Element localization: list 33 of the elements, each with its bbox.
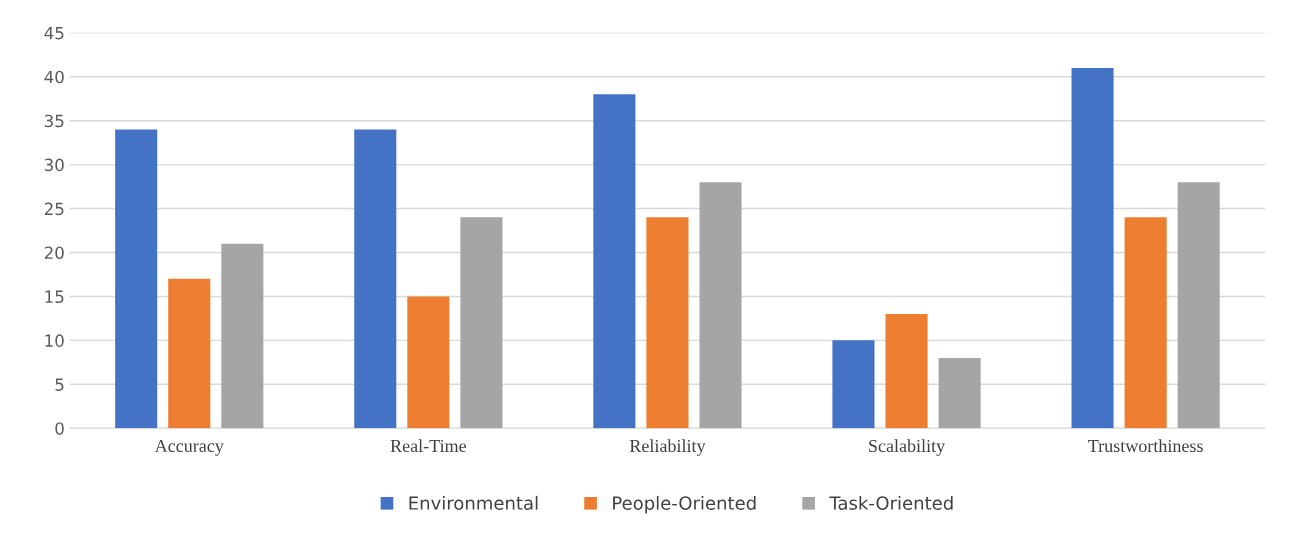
bar	[1124, 217, 1167, 429]
bar	[832, 340, 875, 429]
bar	[593, 94, 636, 429]
y-tick-label: 35	[44, 114, 64, 128]
bar	[699, 182, 742, 429]
bar	[407, 296, 450, 429]
y-tick-label: 45	[44, 27, 64, 40]
bar	[221, 243, 264, 429]
legend-label: Task-Oriented	[829, 495, 953, 510]
x-tick-label: Accuracy	[154, 439, 224, 456]
y-tick-label: 25	[44, 202, 64, 216]
y-tick-label: 30	[44, 158, 64, 172]
x-tick-label: Scalability	[869, 439, 946, 456]
y-tick-label: 10	[45, 334, 64, 347]
bar	[354, 129, 397, 429]
bar	[938, 357, 981, 429]
bar	[646, 217, 689, 429]
y-tick-label: 0	[55, 422, 64, 435]
y-tick-label: 20	[44, 246, 64, 260]
x-tick-label: Trustworthiness	[1088, 439, 1203, 453]
legend-label: People-Oriented	[613, 495, 756, 514]
y-tick-label: 5	[55, 378, 64, 391]
bar	[115, 129, 158, 429]
y-tick-label: 40	[44, 70, 64, 84]
bar	[1177, 182, 1220, 429]
legend-label: Environmental	[409, 495, 538, 510]
bar	[460, 217, 503, 429]
y-tick-label: 15	[45, 290, 64, 304]
x-tick-label: Reliability	[629, 439, 706, 456]
x-tick-label: Real-Time	[390, 439, 467, 453]
bar	[885, 314, 928, 429]
bar	[1071, 67, 1114, 429]
bar	[168, 278, 211, 429]
